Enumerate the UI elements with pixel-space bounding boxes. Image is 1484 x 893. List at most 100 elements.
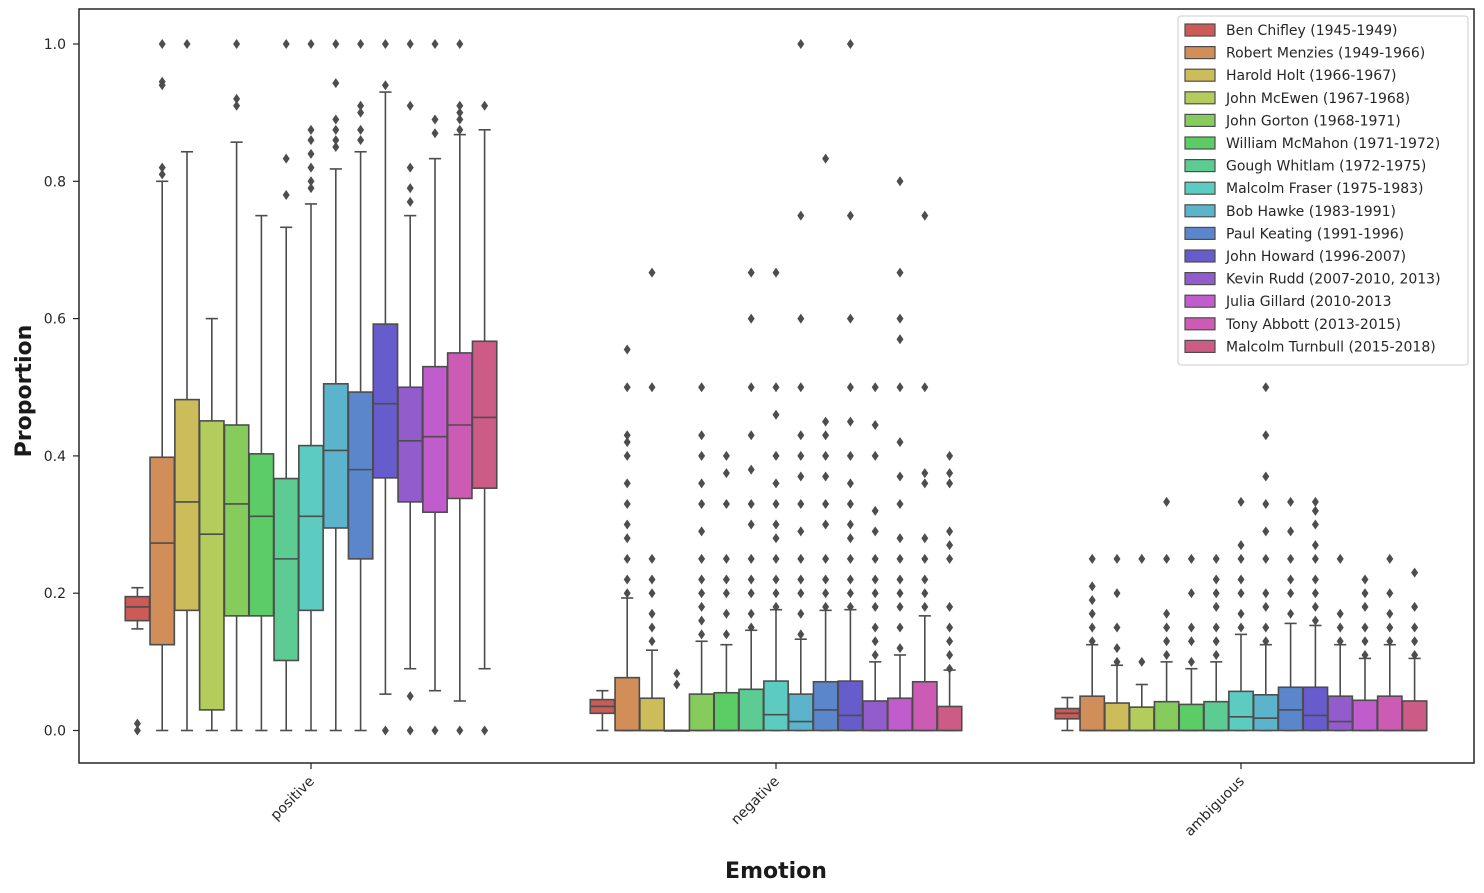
outlier-point [357,39,365,49]
outlier-point [357,124,365,135]
x-tick-label: positive [268,774,318,824]
outlier-point [797,450,805,461]
outlier-point [1262,430,1270,441]
outlier-point [921,553,929,564]
outlier-point [158,162,166,173]
outlier-point [747,622,755,633]
outlier-point [648,382,656,393]
outlier-point [456,725,464,736]
box-iqr [688,693,715,732]
box-10-negative [812,153,839,732]
outlier-point [357,100,365,111]
box-10-positive [347,39,374,732]
outlier-point [921,468,929,479]
box-14-positive [446,39,473,736]
outlier-point [1212,622,1220,633]
legend-swatch [1184,68,1216,82]
legend-swatch [1184,113,1216,128]
outlier-point [1287,526,1295,537]
outlier-point [357,135,365,146]
outlier-point [233,39,241,49]
outlier-point [1212,588,1220,599]
outlier-point [822,430,830,441]
outlier-point [1212,574,1220,585]
outlier-point [623,437,631,448]
y-tick-label: 0.0 [44,724,66,740]
outlier-point [332,78,340,89]
outlier-point [158,169,166,180]
legend-swatch [1184,249,1216,263]
outlier-point [698,601,706,612]
outlier-point [1361,601,1369,612]
outlier-point [1113,656,1121,667]
legend-swatch [1184,136,1216,150]
box-7-ambiguous [1203,553,1230,732]
box-iqr [248,453,275,617]
outlier-point [1411,567,1419,578]
outlier-point [822,519,830,530]
box-iqr [862,700,889,732]
box-iqr [471,340,498,489]
outlier-point [481,725,489,736]
outlier-point [431,114,439,125]
outlier-point [1386,588,1394,599]
outlier-point [772,382,780,393]
outlier-point [1163,553,1171,564]
outlier-point [797,313,805,324]
outlier-point [921,382,929,393]
outlier-point [381,80,389,91]
box-iqr [1327,695,1354,732]
outlier-point [1361,588,1369,599]
outlier-point [797,210,805,221]
box-6-ambiguous [1178,553,1205,732]
outlier-point [722,553,730,564]
outlier-point [1187,588,1195,599]
outlier-point [623,588,631,599]
outlier-point [946,450,954,461]
box-11-negative [837,39,864,732]
outlier-point [1262,498,1270,509]
outlier-point [648,622,656,633]
outlier-point [1411,649,1419,660]
outlier-point [797,471,805,482]
outlier-point [1336,636,1344,647]
outlier-point [946,649,954,660]
outlier-point [623,519,631,530]
outlier-point [1088,553,1096,564]
outlier-point [648,608,656,619]
box-iqr [1376,695,1403,732]
box-iqr [1128,706,1155,732]
outlier-point [772,574,780,585]
outlier-point [747,267,755,278]
outlier-point [896,334,904,345]
outlier-point [698,615,706,626]
x-axis-title: Emotion [725,859,827,884]
outlier-point [698,574,706,585]
box-9-negative [787,39,814,732]
box-iqr [911,680,938,732]
outlier-point [797,588,805,599]
outlier-point [1138,553,1146,564]
outlier-point [747,519,755,530]
legend-swatch [1184,45,1216,60]
outlier-point [1361,636,1369,647]
outlier-point [431,725,439,736]
box-iqr [422,365,448,513]
outlier-point [1262,382,1270,393]
outlier-point [1113,643,1121,654]
outlier-point [1187,656,1195,667]
box-iqr [1153,700,1180,732]
box-11-ambiguous [1302,496,1329,732]
outlier-point [1088,608,1096,619]
box-iqr [1401,700,1428,732]
legend-label: Malcolm Fraser (1975-1983) [1226,181,1424,197]
outlier-point [623,382,631,393]
outlier-point [456,114,464,125]
box-iqr [223,424,250,617]
outlier-point [1336,608,1344,619]
box-7-negative [738,267,765,732]
box-2-negative [614,344,641,732]
outlier-point [871,588,879,599]
legend-label: Tony Abbott (2013-2015) [1225,317,1401,333]
box-15-positive [471,100,498,736]
